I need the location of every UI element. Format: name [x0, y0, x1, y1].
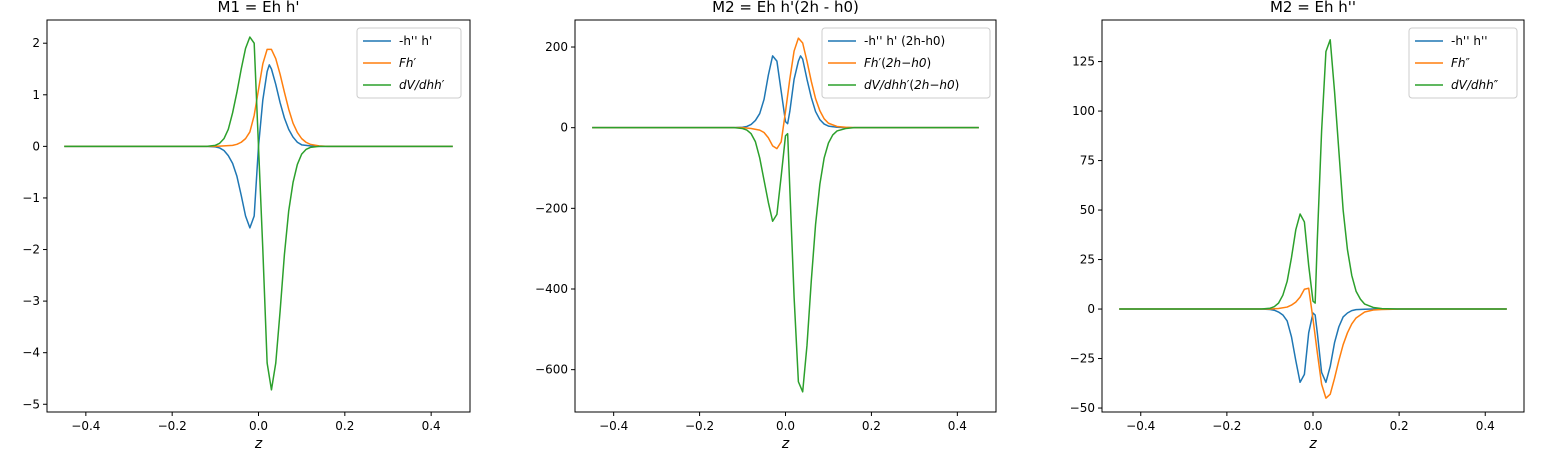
- y-tick-label: 1: [32, 88, 40, 102]
- y-tick-label: −50: [1070, 401, 1095, 415]
- legend-label-part: ″: [1466, 56, 1471, 70]
- x-tick-label: 0.2: [1390, 419, 1409, 433]
- y-tick-label: −2: [22, 243, 40, 257]
- x-axis-label: z: [1308, 436, 1317, 450]
- series-line-1: [64, 64, 453, 229]
- x-axis-label: z: [781, 436, 790, 450]
- series-line-1: [1119, 308, 1507, 384]
- legend-label-part: ′: [442, 78, 445, 92]
- y-tick-label: 75: [1080, 154, 1095, 168]
- legend-label: dV/dhh″: [1451, 78, 1499, 92]
- x-tick-label: −0.4: [71, 419, 100, 433]
- series-line-2: [592, 37, 979, 150]
- x-tick-label: 0.4: [948, 419, 967, 433]
- legend-label: Fh′: [399, 56, 417, 70]
- y-tick-label: −4: [22, 346, 40, 360]
- x-tick-label: −0.4: [1126, 419, 1155, 433]
- legend-label: Fh″: [1451, 56, 1471, 70]
- x-tick-label: −0.4: [599, 419, 628, 433]
- y-tick-label: −3: [22, 294, 40, 308]
- legend-label: dV/dhh′(2h−h0): [864, 78, 959, 92]
- chart-title: M1 = Eh h': [218, 0, 300, 16]
- chart-title: M2 = Eh h'(2h - h0): [712, 0, 859, 16]
- x-tick-label: 0.0: [776, 419, 795, 433]
- series-line-3: [64, 36, 453, 391]
- x-tick-label: 0.0: [1303, 419, 1322, 433]
- legend-label: -h'' h': [399, 34, 432, 48]
- y-tick-label: 200: [545, 40, 568, 54]
- x-tick-label: 0.2: [862, 419, 881, 433]
- legend-label-part: ): [955, 78, 960, 92]
- y-tick-label: 0: [1087, 302, 1095, 316]
- legend-label-part: ′(: [907, 78, 914, 92]
- legend-label: Fh′(2h−h0): [864, 56, 931, 70]
- subplot-1: M1 = Eh h' −0.4 −0.2 0.0 0.2 0.4 −5 −4 −3 −2 −1 0 1 2…: [22, 0, 471, 450]
- series-line-2: [1119, 287, 1507, 399]
- y-tick-label: 2: [32, 36, 40, 50]
- y-tick-label: 100: [1072, 104, 1095, 118]
- y-tick-label: 0: [32, 139, 40, 153]
- legend: -h'' h' (2h-h0)Fh′(2h−h0)dV/dhh′(2h−h0): [821, 27, 991, 99]
- legend-label-part: h0: [911, 56, 927, 70]
- x-tick-label: 0.4: [1476, 419, 1495, 433]
- legend-box: [821, 27, 991, 99]
- legend-label: -h'' h'': [1451, 34, 1488, 48]
- legend-label-part: dV/dhh: [399, 78, 442, 92]
- legend-label-part: 2h: [886, 56, 901, 70]
- series-line-3: [592, 126, 979, 393]
- legend-label-part: dV/dhh: [864, 78, 907, 92]
- y-tick-label: 50: [1080, 203, 1095, 217]
- series-line-1: [592, 55, 979, 129]
- legend-label-part: ′: [414, 56, 417, 70]
- x-tick-label: −0.2: [685, 419, 714, 433]
- legend-label-part: −: [901, 56, 911, 70]
- legend-label-part: Fh: [1451, 56, 1466, 70]
- x-tick-label: −0.2: [158, 419, 187, 433]
- legend-label-part: Fh: [864, 56, 879, 70]
- y-tick-label: −25: [1070, 352, 1095, 366]
- legend-box: [356, 27, 462, 99]
- legend-label-part: ′(: [879, 56, 886, 70]
- x-tick-label: 0.2: [335, 419, 354, 433]
- legend-label-part: dV/dhh: [1451, 78, 1494, 92]
- legend-label-part: h0: [939, 78, 955, 92]
- x-axis-label: z: [254, 436, 263, 450]
- legend: -h'' h'Fh′dV/dhh′: [356, 27, 462, 99]
- y-tick-label: −5: [22, 397, 40, 411]
- legend-label: dV/dhh′: [399, 78, 445, 92]
- legend-label: -h'' h' (2h-h0): [864, 34, 945, 48]
- legend-box: [1408, 27, 1518, 99]
- y-tick-label: 0: [560, 121, 568, 135]
- legend-label-part: ″: [1494, 78, 1499, 92]
- subplot-3: M2 = Eh h'' −0.4 −0.2 0.0 0.2 0.4 −50 −25 0 25 50 7…: [1070, 0, 1525, 450]
- series-line-2: [64, 48, 453, 148]
- legend-label-part: 2h: [914, 78, 929, 92]
- x-tick-label: 0.4: [422, 419, 441, 433]
- x-tick-label: 0.0: [249, 419, 268, 433]
- legend: -h'' h''Fh″dV/dhh″: [1408, 27, 1518, 99]
- subplot-2: M2 = Eh h'(2h - h0) −0.4 −0.2 0.0 0.2 0.4 −600…: [535, 0, 997, 450]
- chart-title: M2 = Eh h'': [1270, 0, 1356, 16]
- y-tick-label: 125: [1072, 55, 1095, 69]
- legend-label-part: −: [929, 78, 939, 92]
- x-tick-label: −0.2: [1212, 419, 1241, 433]
- y-tick-label: −600: [535, 363, 568, 377]
- legend-label-part: ): [926, 56, 931, 70]
- y-tick-label: −1: [22, 191, 40, 205]
- y-tick-label: 25: [1080, 253, 1095, 267]
- y-tick-label: −400: [535, 282, 568, 296]
- legend-label-part: Fh: [399, 56, 414, 70]
- series-line-3: [1119, 39, 1507, 310]
- y-tick-label: −200: [535, 201, 568, 215]
